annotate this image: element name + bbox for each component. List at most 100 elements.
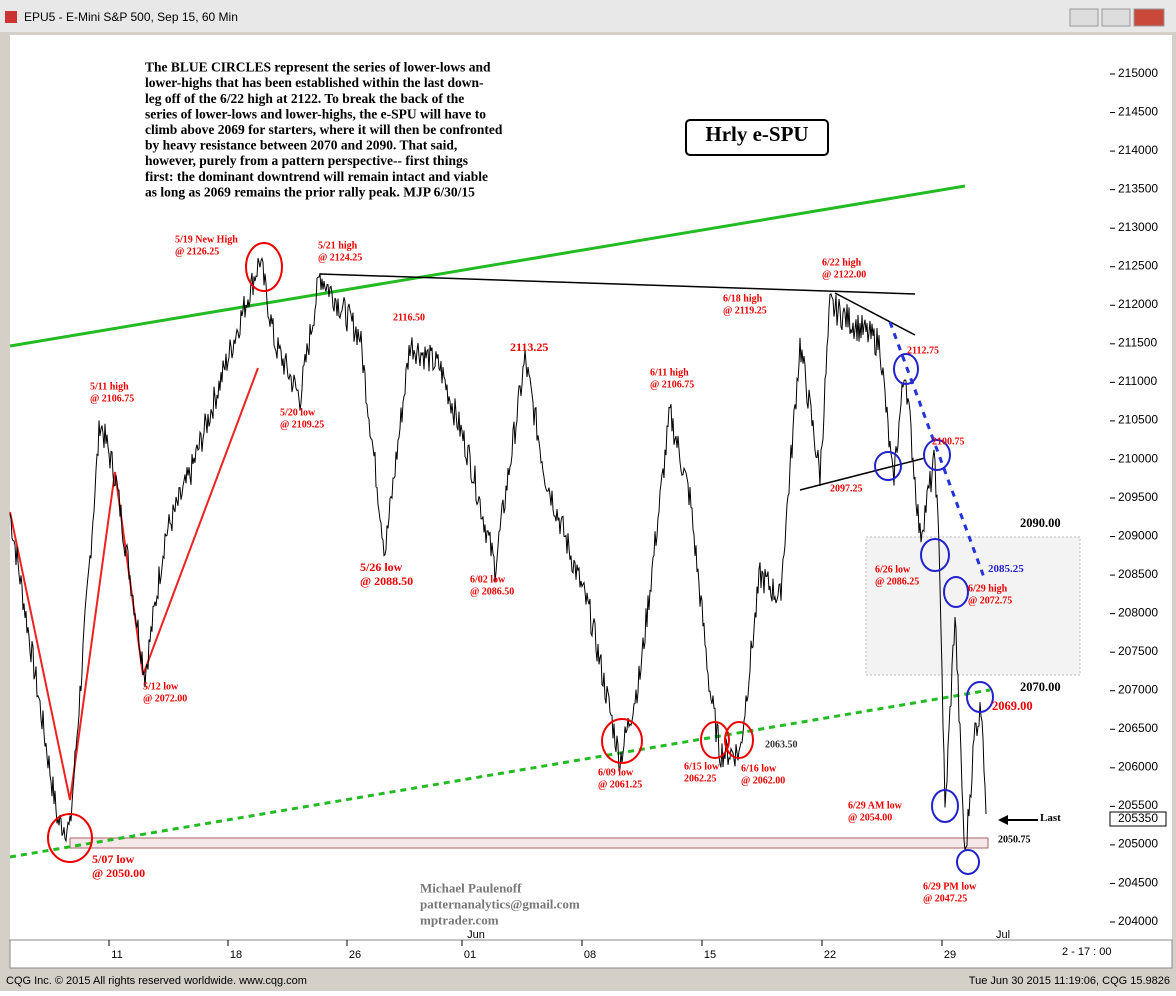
circle xyxy=(47,813,93,863)
price-label: 206000 xyxy=(1118,760,1158,774)
badge-box xyxy=(685,119,829,156)
annotation: 2062.25 xyxy=(684,773,717,784)
price-label: 209500 xyxy=(1118,490,1158,504)
commentary-line: The BLUE CIRCLES represent the series of… xyxy=(145,60,491,75)
annotation: 2063.50 xyxy=(765,739,798,750)
annotation: @ 2047.25 xyxy=(923,893,967,904)
annotation: @ 2109.25 xyxy=(280,419,324,430)
maximize-button[interactable] xyxy=(1101,8,1131,27)
date-axis xyxy=(9,939,1173,969)
circle xyxy=(943,576,969,608)
annotation: 6/15 low xyxy=(684,761,720,772)
circle xyxy=(700,721,730,759)
annotation: 6/18 high xyxy=(723,293,763,304)
annotation: 5/19 New High xyxy=(175,234,238,245)
circle xyxy=(923,439,951,471)
last-price: 205350 xyxy=(1118,811,1158,825)
price-axis xyxy=(1110,35,1172,940)
app-icon xyxy=(5,11,17,23)
annotation: 2112.75 xyxy=(907,345,939,356)
scroll-corner xyxy=(1140,944,1162,964)
trend-line xyxy=(319,273,916,295)
month-label: Jul xyxy=(996,929,1010,941)
annotation: 2070.00 xyxy=(1020,680,1061,694)
status-left: CQG Inc. © 2015 All rights reserved worl… xyxy=(6,975,307,987)
last-price-box xyxy=(1109,811,1167,827)
price-label: 210500 xyxy=(1118,413,1158,427)
annotation: 6/29 high xyxy=(968,583,1008,594)
arrow-head xyxy=(998,815,1008,825)
date-label: 11 xyxy=(111,949,122,961)
annotation: 5/11 high xyxy=(90,381,129,392)
close-button[interactable] xyxy=(1133,8,1165,27)
annotation: @ 2072.75 xyxy=(968,595,1012,606)
annotation: @ 2124.25 xyxy=(318,252,362,263)
trend-line xyxy=(799,457,926,491)
price-label: 204000 xyxy=(1118,914,1158,928)
annotation: 5/07 low xyxy=(92,852,135,866)
annotation: 6/16 low xyxy=(741,763,777,774)
commentary-line: by heavy resistance between 2070 and 209… xyxy=(145,138,457,153)
annotation: 2085.25 xyxy=(988,563,1024,575)
commentary-line: climb above 2069 for starters, where it … xyxy=(145,122,503,137)
circle xyxy=(931,789,959,823)
credit: mptrader.com xyxy=(420,913,499,928)
circle xyxy=(956,849,980,875)
annotation: @ 2086.50 xyxy=(470,586,514,597)
circle xyxy=(245,242,283,292)
annotation: 6/29 AM low xyxy=(848,800,903,811)
title-bar xyxy=(0,0,1176,32)
annotation: 6/11 high xyxy=(650,367,689,378)
price-label: 208500 xyxy=(1118,567,1158,581)
minimize-button[interactable] xyxy=(1069,8,1099,27)
price-label: 212500 xyxy=(1118,259,1158,273)
circle xyxy=(601,718,643,764)
annotation: 2050.75 xyxy=(998,834,1031,845)
annotation: 2116.50 xyxy=(393,312,425,323)
annotation: @ 2106.75 xyxy=(90,393,134,404)
annotation: @ 2119.25 xyxy=(723,305,767,316)
annotation: @ 2126.25 xyxy=(175,246,219,257)
annotation: @ 2088.50 xyxy=(360,574,413,588)
annotation: @ 2050.00 xyxy=(92,866,145,880)
price-label: 214000 xyxy=(1118,143,1158,157)
badge: Hrly e-SPU xyxy=(705,122,808,146)
price-label: 211000 xyxy=(1118,374,1157,388)
date-label: 26 xyxy=(349,949,361,961)
price-label: 206500 xyxy=(1118,721,1158,735)
price-label: 210000 xyxy=(1118,451,1158,465)
annotation: @ 2106.75 xyxy=(650,379,694,390)
price-label: 204500 xyxy=(1118,875,1158,889)
annotation: 6/29 PM low xyxy=(923,881,977,892)
price-label: 205000 xyxy=(1118,837,1158,851)
support-band xyxy=(69,837,989,849)
annotation: 2097.25 xyxy=(830,483,863,494)
date-label: 18 xyxy=(230,949,242,961)
commentary-line: as long as 2069 remains the prior rally … xyxy=(145,184,475,199)
annotation: 6/22 high xyxy=(822,257,862,268)
price-label: 209000 xyxy=(1118,528,1158,542)
circle xyxy=(724,721,754,759)
commentary-line: leg off of the 6/22 high at 2122. To bre… xyxy=(145,91,464,106)
commentary-line: series of lower-lows and lower-highs, th… xyxy=(145,106,486,121)
price-label: 205500 xyxy=(1118,798,1158,812)
trend-line xyxy=(834,292,916,336)
annotation: @ 2072.00 xyxy=(143,693,187,704)
annotation: 6/02 low xyxy=(470,574,506,585)
commentary-line: first: the dominant downtrend will remai… xyxy=(145,169,488,184)
status-right: Tue Jun 30 2015 11:19:06, CQG 15.9826 xyxy=(969,975,1170,987)
price-label: 212000 xyxy=(1118,297,1158,311)
annotation: @ 2122.00 xyxy=(822,269,866,280)
annotation: 2090.00 xyxy=(1020,516,1061,530)
trend-line xyxy=(9,688,991,859)
annotation: 5/20 low xyxy=(280,407,316,418)
zigzag xyxy=(9,367,259,801)
circle xyxy=(893,353,919,385)
annotation: 2100.75 xyxy=(932,436,965,447)
circle xyxy=(874,451,902,481)
annotation: @ 2061.25 xyxy=(598,779,642,790)
annotation: Last xyxy=(1040,812,1061,824)
annotation: 2069.00 xyxy=(992,699,1033,713)
annotation: @ 2086.25 xyxy=(875,576,919,587)
